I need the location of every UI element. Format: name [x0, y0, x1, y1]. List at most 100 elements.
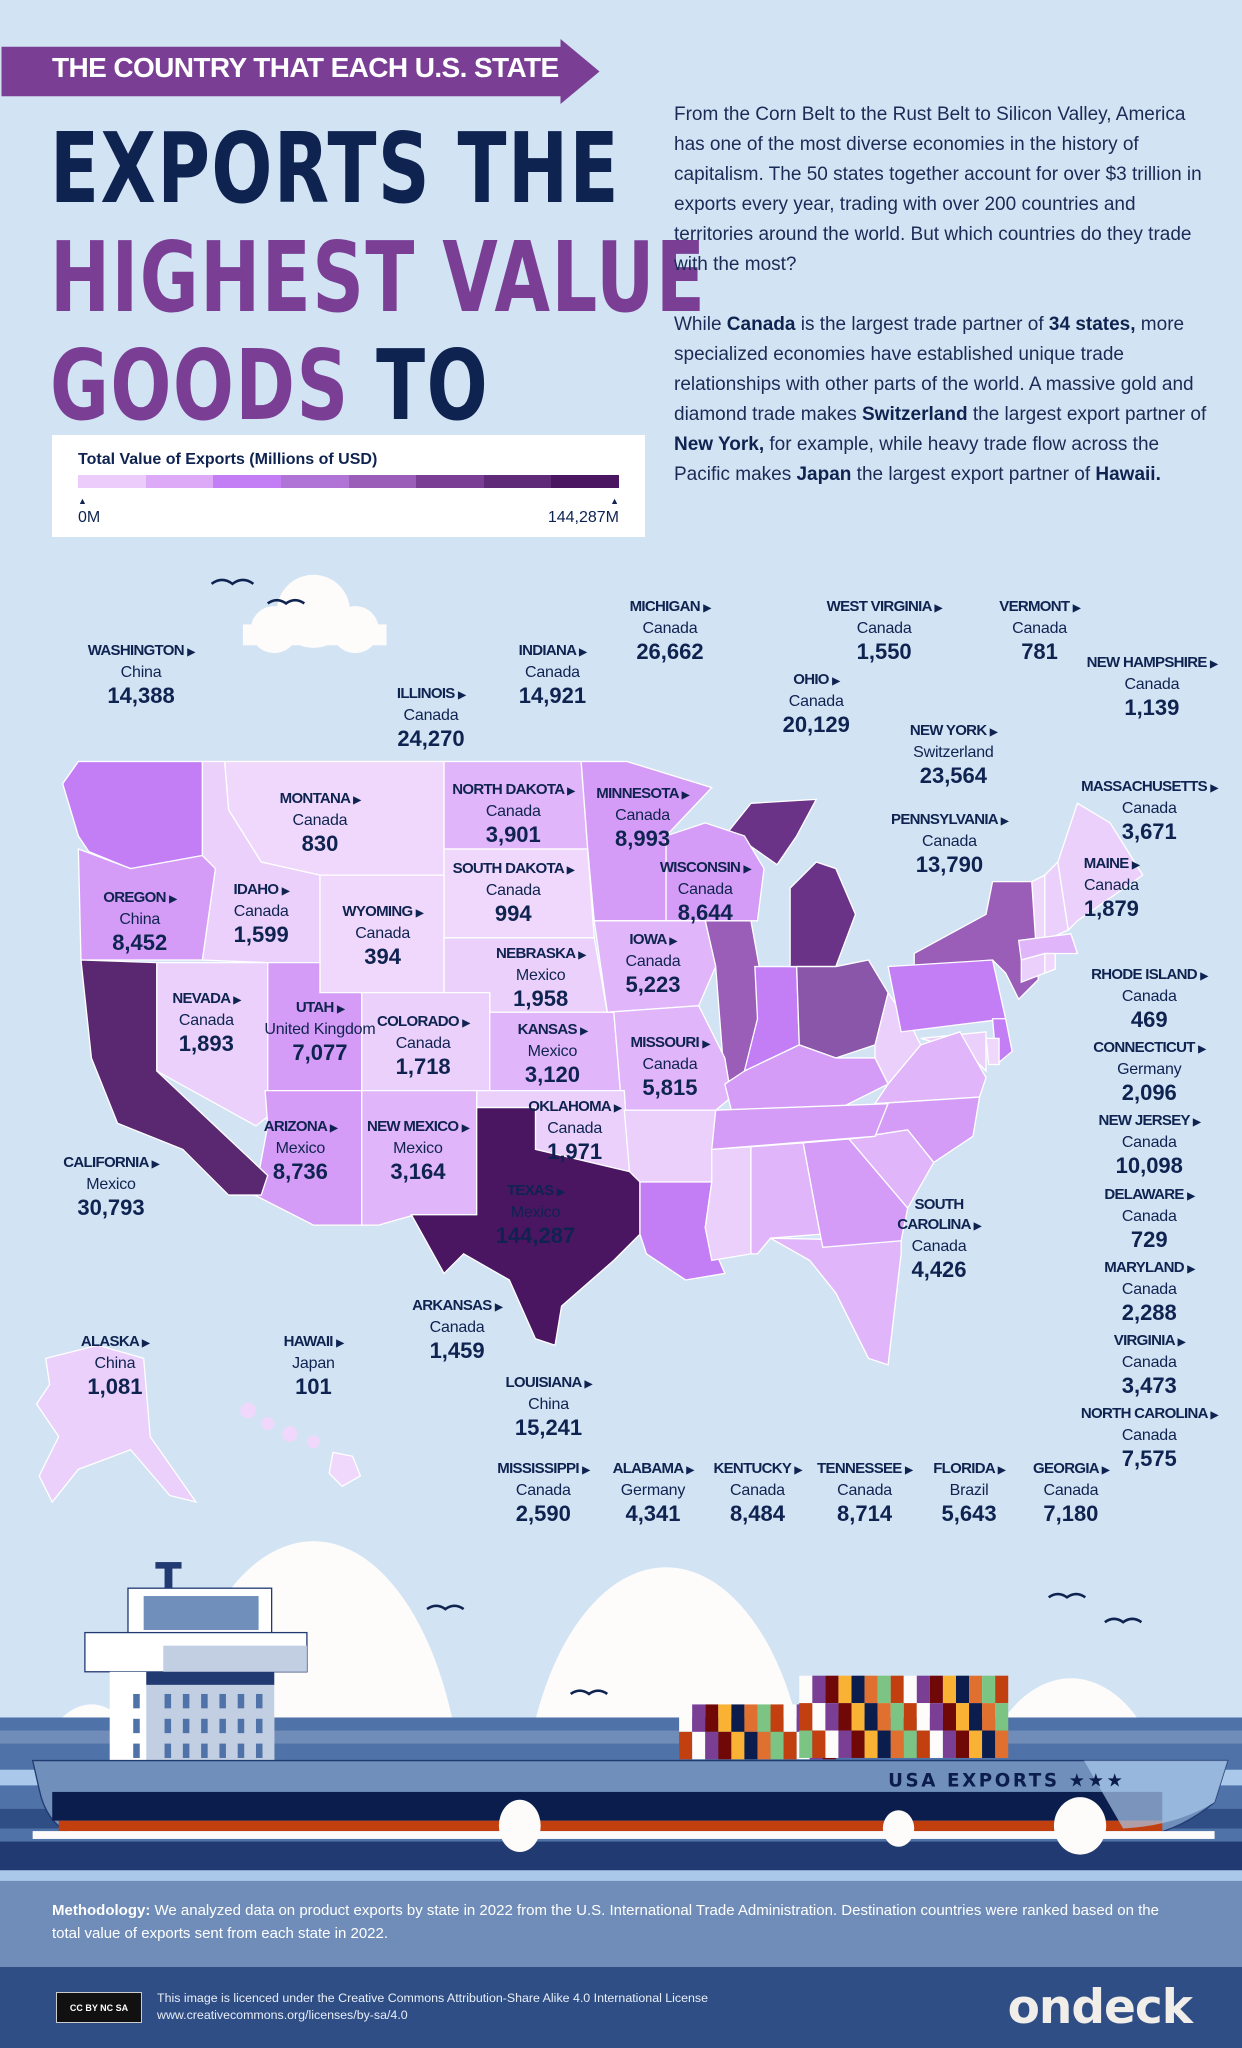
- state-name: RHODE ISLAND ▶: [1091, 966, 1208, 984]
- state-name: NEW YORK ▶: [909, 721, 998, 739]
- shipping-container: [864, 1730, 878, 1758]
- state-country: Canada: [856, 619, 912, 637]
- state-label-maine: MAINE ▶ Canada 1,879: [1083, 854, 1140, 922]
- state-label-mississippi: MISSISSIPPI ▶ Canada 2,590: [497, 1459, 590, 1527]
- legend-swatch: [483, 475, 552, 488]
- state-country: Canada: [1121, 1134, 1177, 1152]
- license-url[interactable]: www.creativecommons.org/licenses/by-sa/4…: [157, 2008, 408, 2022]
- state-name: VERMONT ▶: [999, 597, 1080, 615]
- state-value: 3,671: [1121, 819, 1177, 845]
- ship-window: [255, 1743, 263, 1758]
- state-value: 5,223: [625, 971, 681, 997]
- state-mississippi: [704, 1146, 752, 1262]
- shipping-container: [942, 1703, 956, 1731]
- state-label-texas: TEXAS ▶ Mexico 144,287: [496, 1181, 576, 1249]
- state-value: 8,736: [272, 1158, 328, 1184]
- state-name: FLORIDA ▶: [933, 1459, 1005, 1477]
- state-name: MINNESOTA ▶: [596, 784, 689, 802]
- state-name: OHIO ▶: [793, 670, 840, 688]
- state-name: IDAHO ▶: [233, 881, 290, 899]
- state-label-minnesota: MINNESOTA ▶ Canada 8,993: [596, 784, 689, 852]
- state-label-washington: WASHINGTON ▶ China 14,388: [88, 641, 195, 709]
- state-country: Canada: [1043, 1481, 1099, 1499]
- caret-right-icon: ▶: [1198, 1044, 1206, 1056]
- state-label-louisiana: LOUISIANA ▶ China 15,241: [505, 1373, 592, 1441]
- state-value: 30,793: [77, 1195, 145, 1221]
- state-name: CALIFORNIA ▶: [63, 1154, 159, 1172]
- ship-window: [133, 1743, 140, 1758]
- state-hawaii-island: [306, 1435, 320, 1449]
- shipping-container: [929, 1703, 943, 1731]
- shipping-container: [864, 1703, 878, 1731]
- state-name: HAWAII ▶: [283, 1333, 344, 1351]
- state-country: Japan: [292, 1355, 335, 1373]
- state-label-kansas: KANSAS ▶ Mexico 3,120: [518, 1020, 588, 1088]
- state-name: MAINE ▶: [1083, 855, 1140, 873]
- state-country: China: [120, 664, 162, 682]
- legend-swatch: [280, 475, 349, 488]
- state-value: 26,662: [636, 638, 704, 664]
- state-rhode-island: [1044, 952, 1056, 975]
- state-label-missouri: MISSOURI ▶ Canada 5,815: [630, 1033, 710, 1101]
- ship-window: [255, 1718, 263, 1734]
- state-value: 994: [494, 901, 532, 927]
- state-value: 8,484: [729, 1500, 785, 1526]
- caret-right-icon: ▶: [281, 886, 290, 898]
- state-name: DELAWARE ▶: [1104, 1185, 1195, 1203]
- state-value: 1,879: [1083, 896, 1139, 922]
- legend-swatch: [145, 475, 214, 488]
- state-connecticut: [1020, 952, 1046, 984]
- state-value: 5,643: [941, 1500, 997, 1526]
- shipping-container: [903, 1675, 917, 1704]
- state-country: Canada: [1121, 1353, 1177, 1371]
- state-country: Canada: [642, 619, 698, 637]
- shipping-container: [969, 1703, 983, 1731]
- methodology-note: Methodology: We analyzed data on product…: [0, 1881, 1242, 1967]
- shipping-container: [731, 1704, 745, 1732]
- bird-icon: [426, 1592, 1143, 1696]
- state-name: NORTH CAROLINA ▶: [1080, 1404, 1218, 1422]
- hull-text: USA EXPORTS ★★★: [888, 1771, 1125, 1792]
- state-value: 1,718: [395, 1054, 451, 1080]
- shipping-container: [744, 1731, 758, 1760]
- state-country: Canada: [1124, 675, 1180, 693]
- shipping-container: [877, 1703, 891, 1731]
- state-name: INDIANA ▶: [518, 642, 587, 660]
- state-name: ARIZONA ▶: [263, 1117, 338, 1135]
- shipping-container: [969, 1730, 983, 1758]
- state-country: Canada: [355, 925, 411, 943]
- caret-right-icon: ▶: [794, 1464, 802, 1476]
- state-country: Canada: [292, 811, 348, 829]
- ship-window: [133, 1718, 140, 1734]
- state-label-iowa: IOWA ▶ Canada 5,223: [625, 930, 680, 998]
- state-value: 1,599: [233, 922, 289, 948]
- state-value: 1,459: [429, 1337, 485, 1363]
- state-name: SOUTH CAROLINA ▶: [897, 1195, 982, 1233]
- banner-text: THE COUNTRY THAT EACH U.S. STATE: [52, 52, 559, 83]
- state-label-new-hampshire: NEW HAMPSHIRE ▶ Canada 1,139: [1087, 653, 1218, 721]
- state-country: Canada: [1121, 1426, 1177, 1444]
- shipping-container: [799, 1675, 813, 1704]
- shipping-container: [770, 1731, 784, 1760]
- shipping-container: [982, 1730, 996, 1758]
- state-tennessee: [711, 1102, 890, 1151]
- shipping-container: [916, 1703, 930, 1731]
- caret-right-icon: ▶: [1101, 1464, 1110, 1476]
- ship-window: [182, 1693, 190, 1709]
- footer: CC BY NC SA This image is licenced under…: [0, 1967, 1242, 2048]
- creative-commons-badge-icon: CC BY NC SA: [56, 1992, 142, 2023]
- state-name: MARYLAND ▶: [1104, 1258, 1195, 1276]
- caret-right-icon: ▶: [973, 1220, 982, 1232]
- state-value: 144,287: [495, 1222, 576, 1248]
- legend-color-scale: [78, 475, 619, 488]
- state-label-wisconsin: WISCONSIN ▶ Canada 8,644: [660, 858, 752, 926]
- caret-right-icon: ▶: [415, 908, 424, 920]
- state-country: Canada: [485, 882, 541, 900]
- state-value: 3,901: [485, 821, 541, 847]
- caret-right-icon: ▶: [462, 1018, 470, 1030]
- shipping-container: [825, 1675, 839, 1704]
- shipping-container: [679, 1731, 693, 1760]
- shipping-container: [851, 1675, 865, 1704]
- state-value: 15,241: [514, 1414, 583, 1440]
